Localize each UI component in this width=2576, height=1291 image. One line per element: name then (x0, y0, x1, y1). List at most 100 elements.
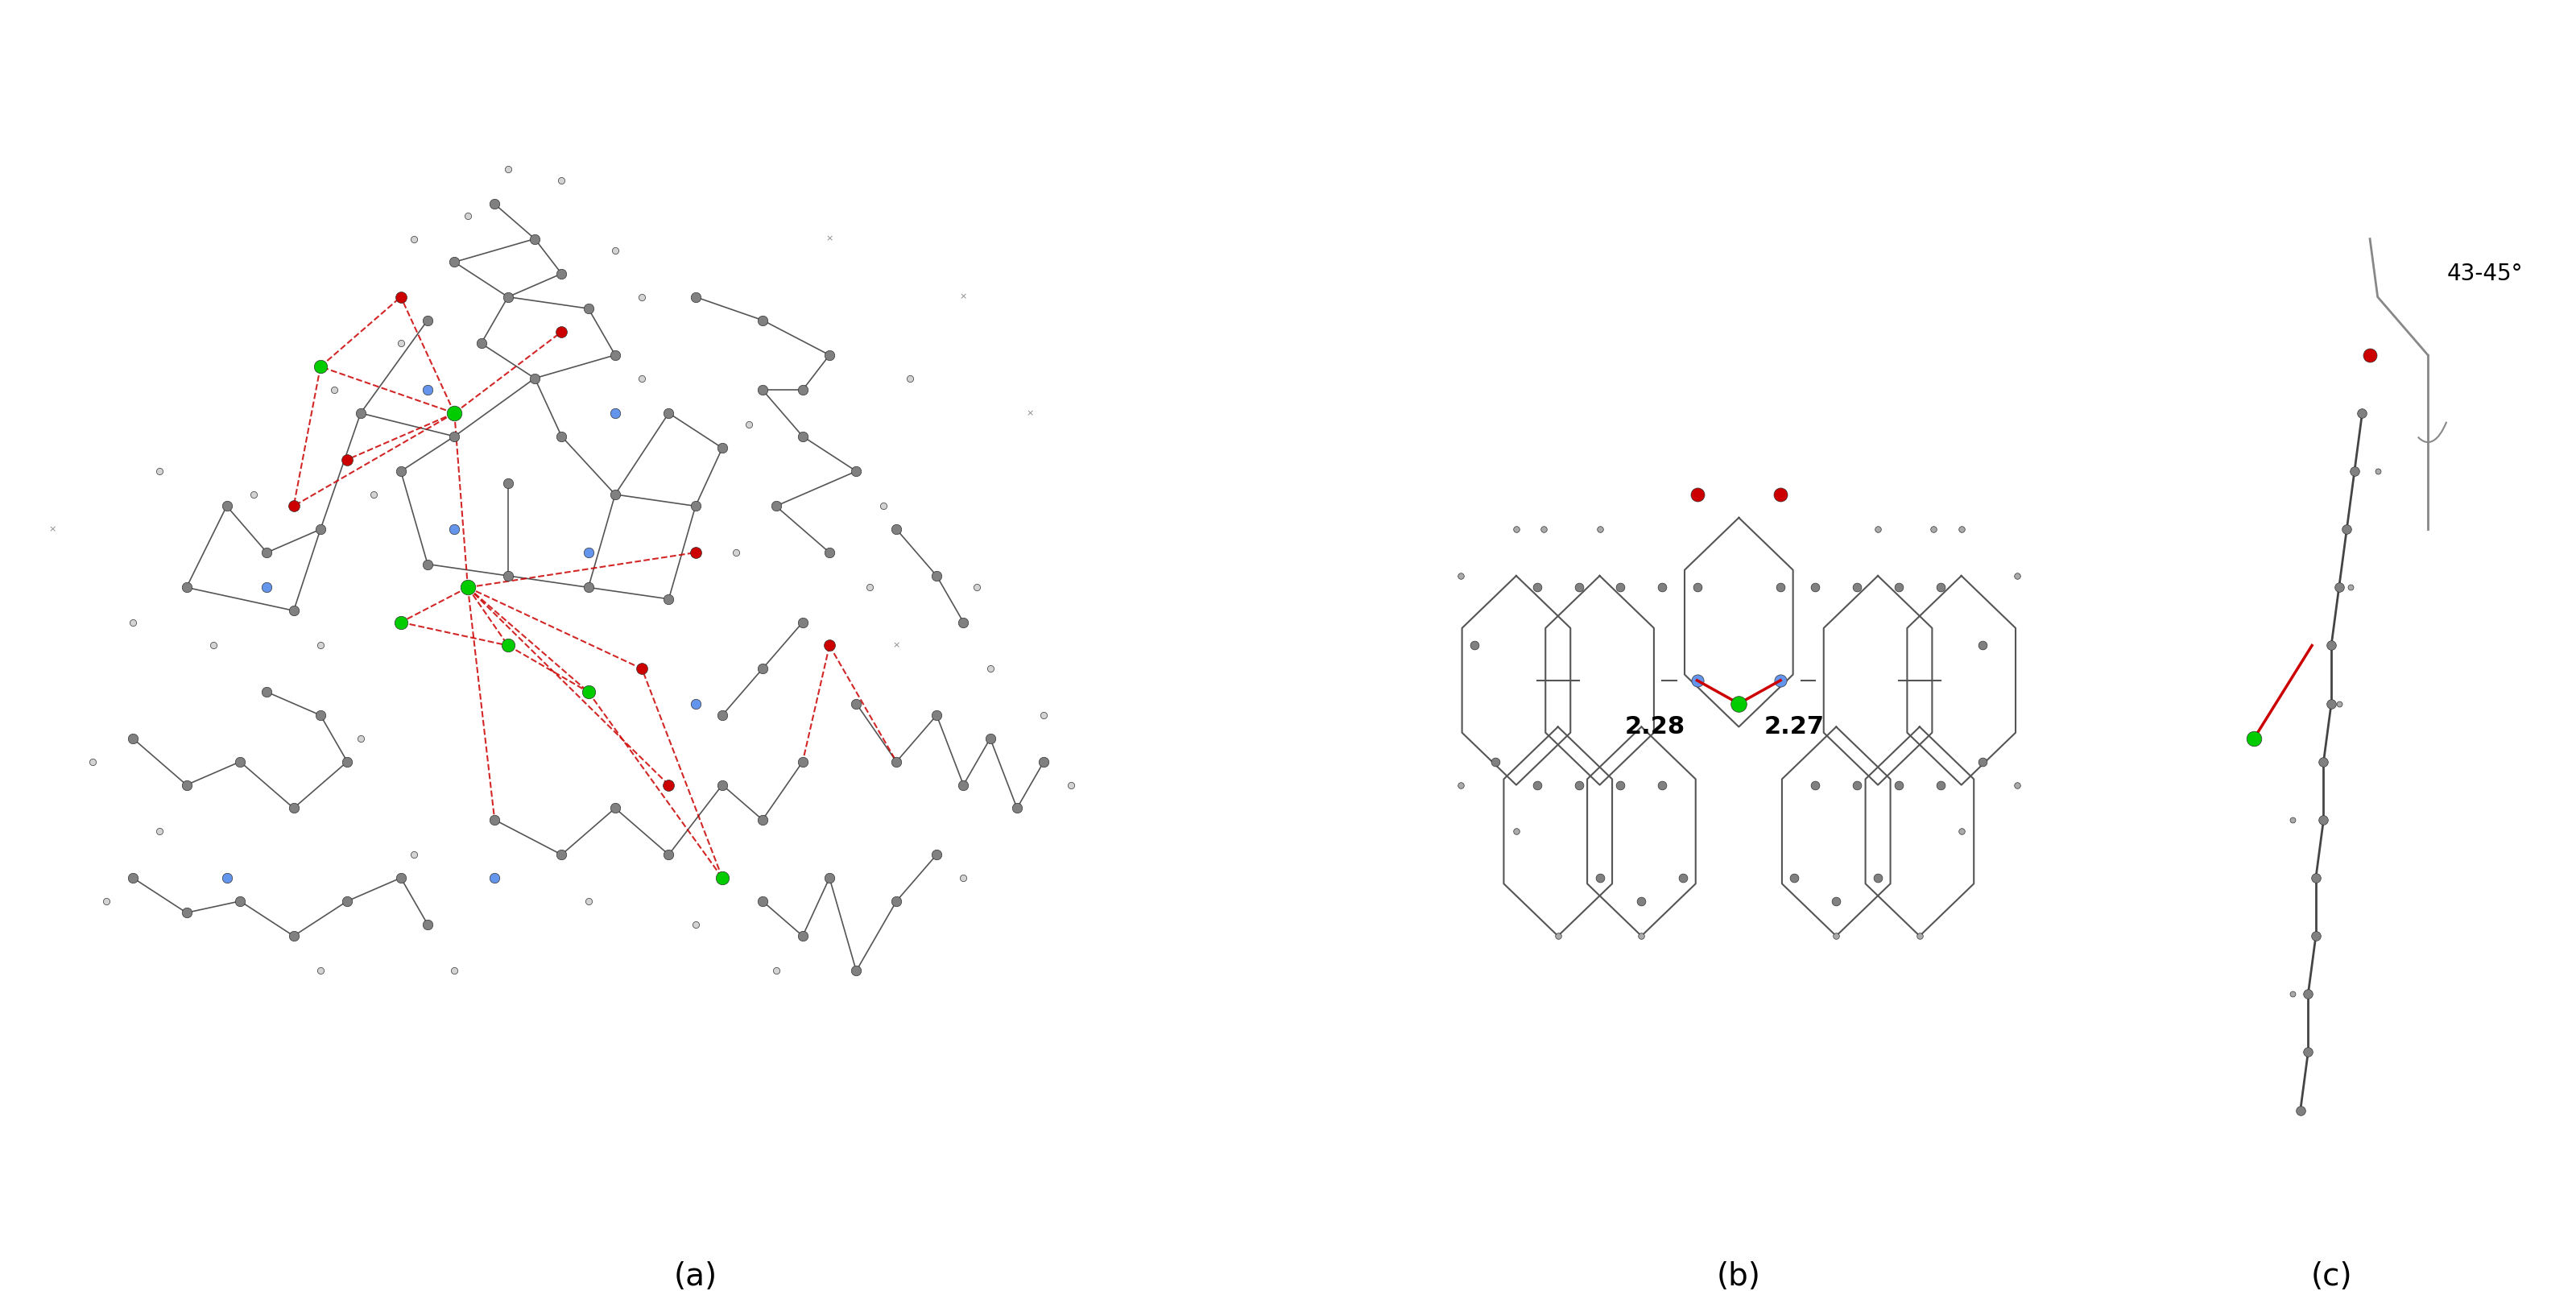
Point (1473, 751, 1515, 772)
Point (219, 891, 260, 911)
Point (487, 159, 528, 179)
Point (1641, 775, 1682, 795)
Point (448, 205, 489, 226)
Point (835, 461, 876, 482)
Point (394, 229, 435, 249)
Point (381, 612, 422, 633)
Point (381, 868, 422, 888)
Point (433, 961, 474, 981)
Point (889, 368, 930, 389)
Point (1558, 577, 1600, 598)
Point (2329, 577, 2370, 598)
Point (1620, 926, 1662, 946)
Point (1759, 577, 1801, 598)
Point (1837, 775, 1878, 795)
Point (113, 612, 155, 633)
Point (1538, 926, 1579, 946)
Point (1914, 519, 1955, 540)
Point (461, 333, 502, 354)
Point (1620, 891, 1662, 911)
Point (701, 705, 742, 726)
Point (969, 658, 1010, 679)
Point (1600, 577, 1641, 598)
Point (595, 345, 636, 365)
Point (487, 287, 528, 307)
Point (1453, 635, 1494, 656)
Point (474, 194, 515, 214)
Point (2357, 461, 2398, 482)
Point (675, 693, 716, 714)
Point (247, 682, 289, 702)
Text: ×: × (827, 235, 832, 243)
Point (193, 635, 234, 656)
Point (407, 380, 448, 400)
Point (2280, 1100, 2321, 1121)
Point (327, 891, 368, 911)
Point (407, 310, 448, 330)
Point (1759, 484, 1801, 505)
Point (1579, 519, 1620, 540)
Point (675, 542, 716, 563)
Point (1677, 484, 1718, 505)
Point (541, 170, 582, 191)
Point (273, 926, 314, 946)
Point (433, 519, 474, 540)
Point (969, 728, 1010, 749)
Point (2233, 728, 2275, 749)
Point (783, 380, 824, 400)
Point (85, 891, 126, 911)
Point (165, 577, 206, 598)
Point (595, 240, 636, 261)
Point (2287, 984, 2329, 1004)
Point (1023, 751, 1064, 772)
Point (474, 809, 515, 830)
Point (2272, 809, 2313, 830)
Point (835, 693, 876, 714)
Point (2342, 403, 2383, 423)
Point (649, 775, 690, 795)
Point (541, 844, 582, 865)
Point (755, 496, 796, 516)
Point (621, 658, 662, 679)
Point (1899, 926, 1940, 946)
Point (273, 798, 314, 818)
Point (139, 821, 180, 842)
Text: ×: × (961, 293, 966, 301)
Point (729, 414, 770, 435)
Point (716, 542, 757, 563)
Point (232, 484, 273, 505)
Point (72, 751, 113, 772)
Point (742, 310, 783, 330)
Point (1517, 577, 1558, 598)
Point (1677, 670, 1718, 691)
Point (113, 728, 155, 749)
Point (1816, 891, 1857, 911)
Point (273, 496, 314, 516)
Point (595, 403, 636, 423)
Point (809, 635, 850, 656)
Point (1677, 577, 1718, 598)
Point (327, 449, 368, 470)
Point (433, 426, 474, 447)
Text: ×: × (894, 642, 899, 649)
Point (1878, 577, 1919, 598)
Text: 43-45°: 43-45° (2447, 262, 2524, 285)
Point (1857, 519, 1899, 540)
Point (314, 380, 355, 400)
Point (2326, 519, 2367, 540)
Point (1440, 565, 1481, 586)
Point (649, 589, 690, 609)
Point (487, 635, 528, 656)
Point (541, 321, 582, 342)
Text: 2.27: 2.27 (1765, 715, 1824, 738)
Point (783, 426, 824, 447)
Point (876, 891, 917, 911)
Point (675, 287, 716, 307)
Point (407, 554, 448, 574)
Point (515, 229, 556, 249)
Point (701, 775, 742, 795)
Point (1600, 775, 1641, 795)
Point (340, 403, 381, 423)
Point (863, 496, 904, 516)
Point (541, 426, 582, 447)
